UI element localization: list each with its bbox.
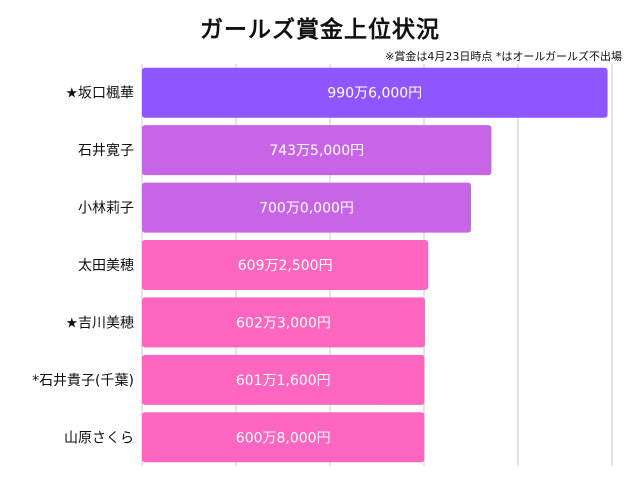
category-label: ★吉川美穂 [65,315,134,331]
bar [142,240,429,290]
bar [142,412,425,463]
data-label: 990万6,000円 [327,86,422,102]
bar [142,182,471,233]
category-label: 山原さくら [64,430,134,446]
bar [142,67,608,118]
data-label: 602万3,000円 [236,315,331,331]
category-label: ★坂口楓華 [65,86,134,102]
category-label: 小林莉子 [78,201,134,217]
data-label: 600万8,000円 [236,430,331,446]
category-label: 太田美穂 [78,258,134,274]
bar [142,297,426,348]
bar [142,125,492,176]
data-label: 700万0,000円 [259,201,354,217]
category-label: 石井寛子 [78,142,134,159]
category-label: *石井貴子(千葉) [32,373,134,389]
data-label: 743万5,000円 [269,143,364,159]
chart-title: ガールズ賞金上位状況 [200,17,440,43]
data-label: 601万1,600円 [236,373,331,389]
data-label: 609万2,500円 [238,258,333,274]
chart-note: ※賞金は4月23日時点 *はオールガールズ不出場 [385,50,622,63]
bar [142,354,425,405]
